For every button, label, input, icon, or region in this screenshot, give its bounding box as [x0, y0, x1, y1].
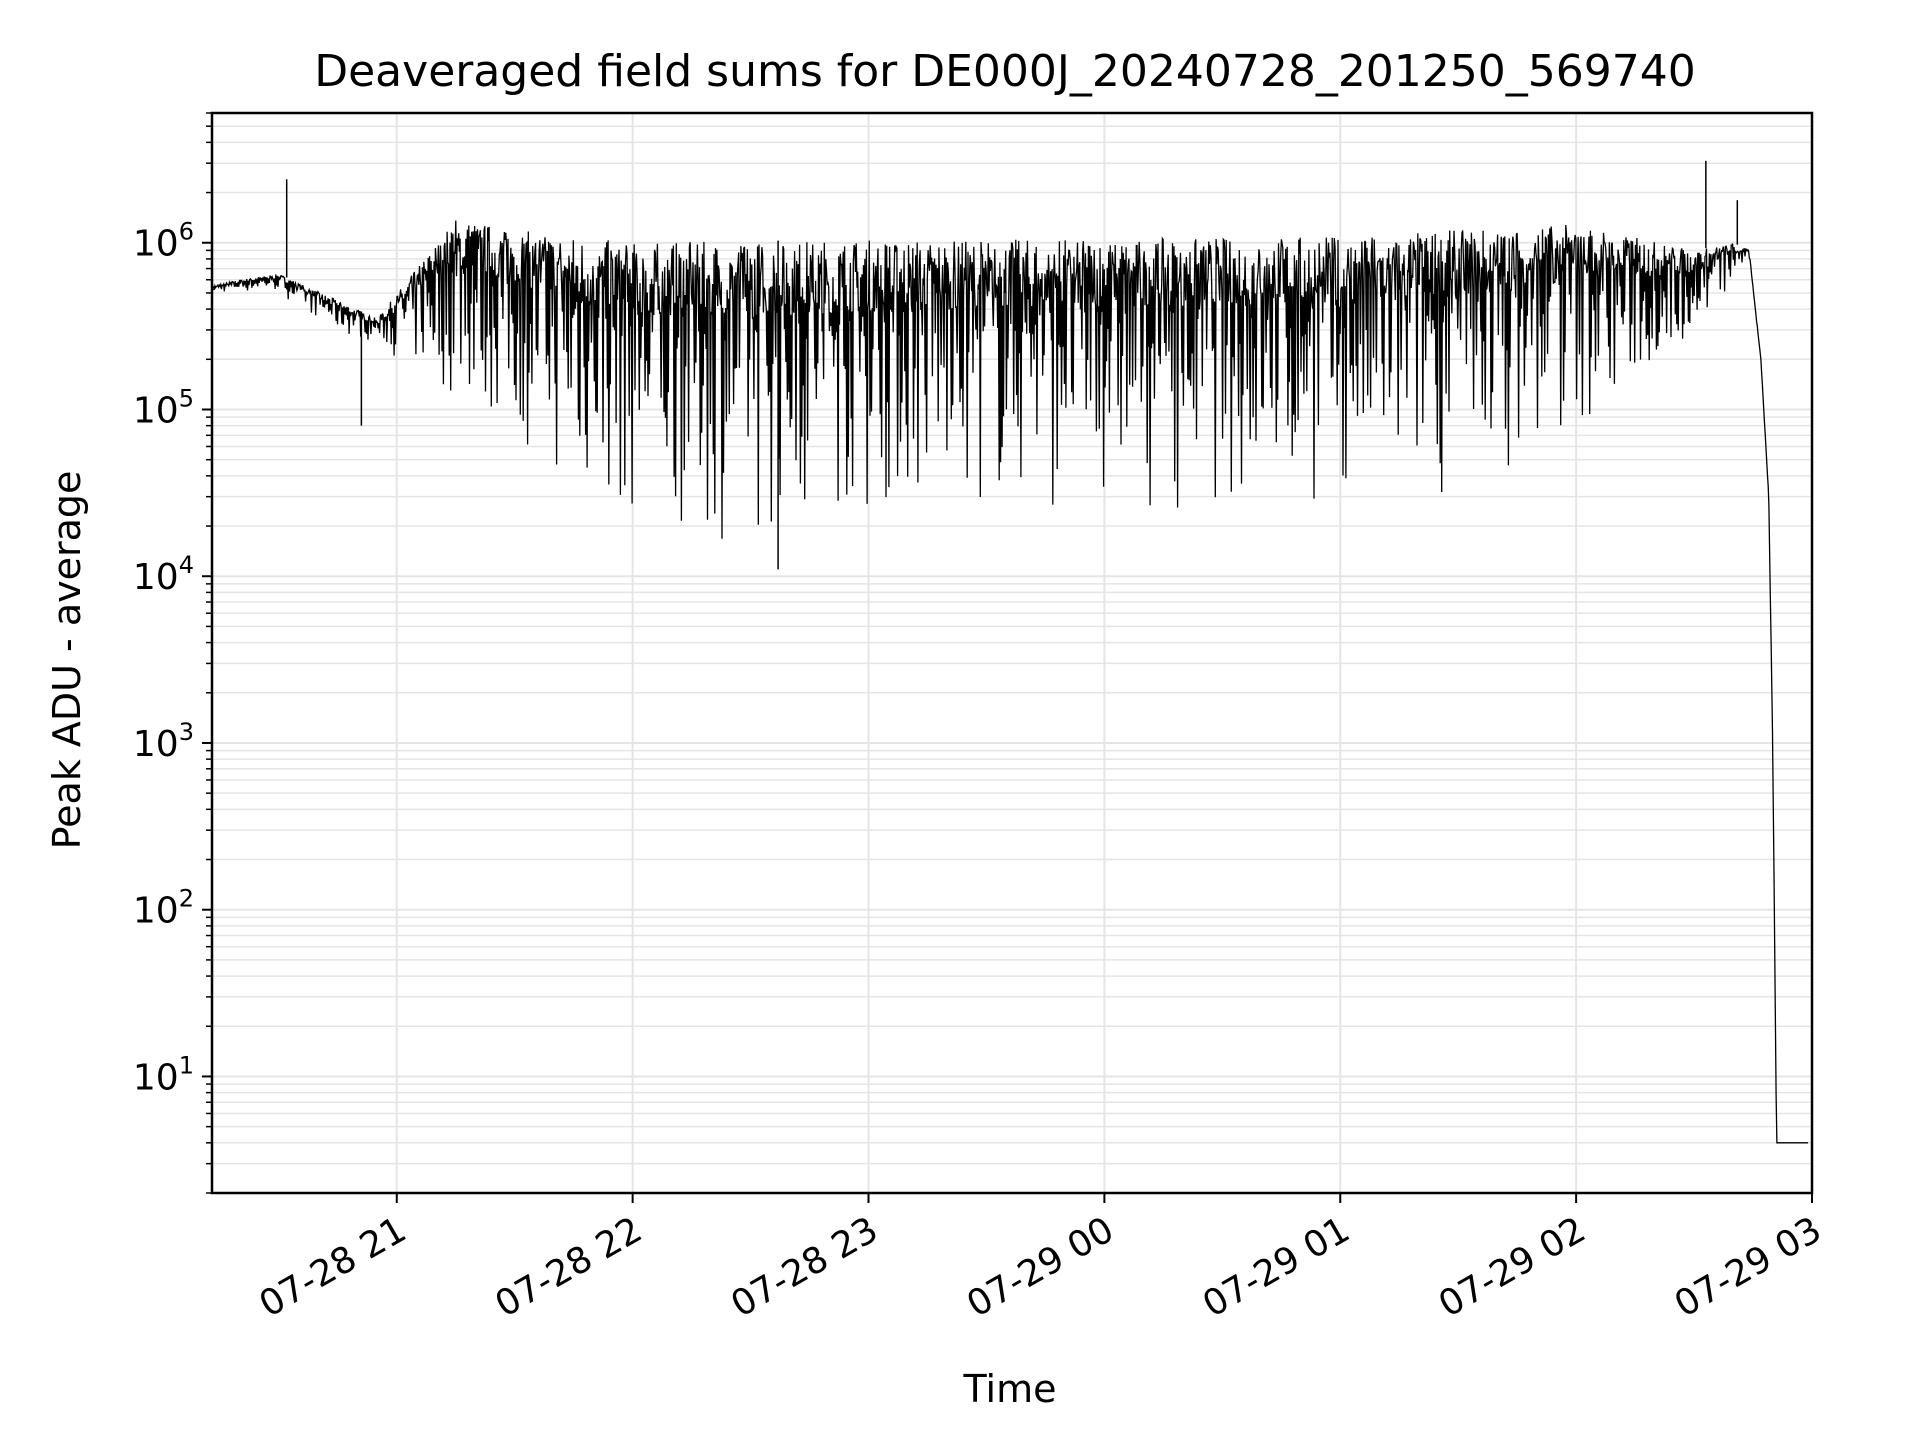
- data-series-line: [211, 220, 1809, 1144]
- data-layer: [211, 160, 1809, 1144]
- y-axis-title: Peak ADU - average: [45, 471, 89, 850]
- plot-frame: [210, 111, 1814, 1195]
- y-tick-label: 105: [133, 384, 194, 431]
- y-tick-label: 103: [133, 718, 194, 765]
- y-tick-label: 102: [133, 885, 194, 932]
- y-tick-label: 106: [133, 218, 194, 265]
- x-axis-title: Time: [963, 1367, 1057, 1411]
- y-axis: 101 102 103 104 105 106: [133, 112, 212, 1194]
- chart-title: Deaveraged field sums for DE000J_2024072…: [314, 46, 1696, 97]
- y-tick-label: 101: [133, 1051, 194, 1098]
- y-tick-label: 104: [133, 551, 194, 598]
